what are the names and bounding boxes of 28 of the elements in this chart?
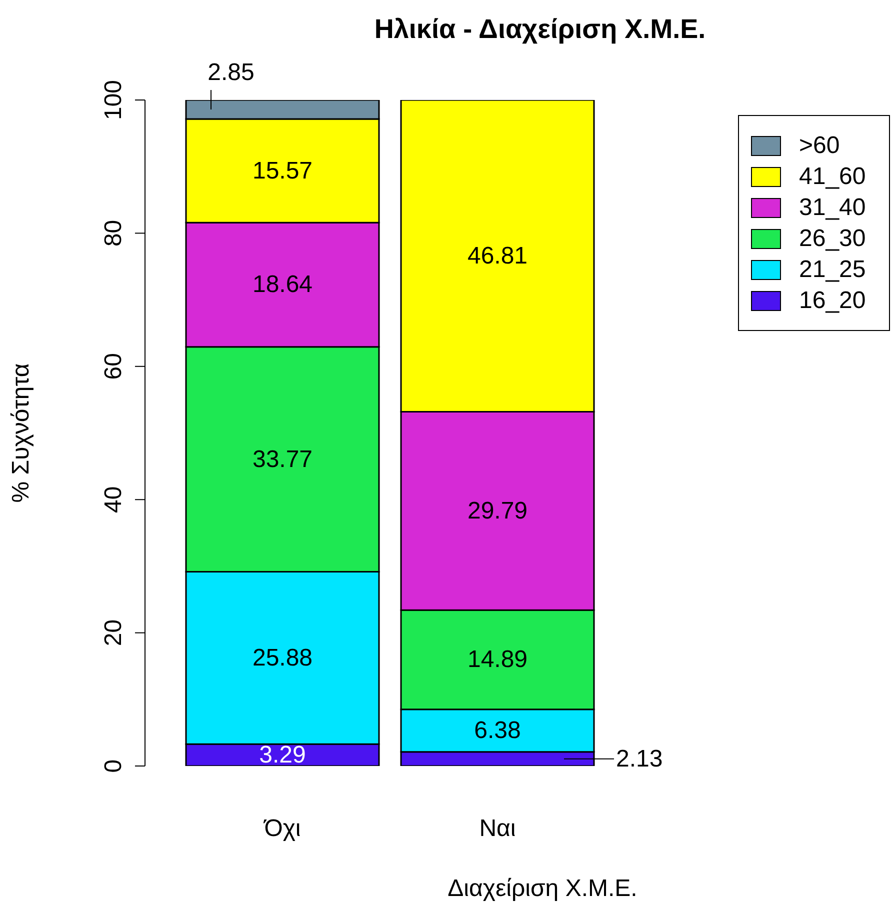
x-tick-label: Όχι <box>263 815 301 842</box>
legend-label: 16_20 <box>799 286 866 314</box>
legend-label: 41_60 <box>799 162 866 190</box>
data-label: 46.81 <box>467 242 528 270</box>
y-tick-label: 20 <box>100 619 127 646</box>
x-tick-label: Ναι <box>479 815 516 842</box>
y-tick-label: 60 <box>100 353 127 380</box>
legend-label: >60 <box>799 132 840 160</box>
y-tick-label: 40 <box>100 486 127 513</box>
y-axis-title: % Συχνότητα <box>8 363 35 503</box>
data-label: 33.77 <box>252 446 313 473</box>
data-label: 15.57 <box>252 157 313 184</box>
data-label: 29.79 <box>467 497 528 524</box>
data-label: 14.89 <box>467 646 528 674</box>
data-label: 2.13 <box>616 745 663 772</box>
chart-title: Ηλικία - Διαχείριση Χ.Μ.Ε. <box>373 14 707 45</box>
legend-label: 26_30 <box>799 224 866 252</box>
data-label: 3.29 <box>259 742 306 769</box>
x-axis-title: Διαχείριση Χ.Μ.Ε. <box>448 875 638 902</box>
legend-label: 21_25 <box>799 256 866 284</box>
legend-label: 31_40 <box>799 194 866 222</box>
y-tick-label: 0 <box>100 759 127 773</box>
data-label: 18.64 <box>252 271 313 298</box>
y-tick-label: 80 <box>100 220 127 247</box>
data-label: 6.38 <box>474 717 521 744</box>
data-label: 25.88 <box>252 644 313 672</box>
y-tick-label: 100 <box>100 80 127 120</box>
data-label: 2.85 <box>208 59 254 86</box>
